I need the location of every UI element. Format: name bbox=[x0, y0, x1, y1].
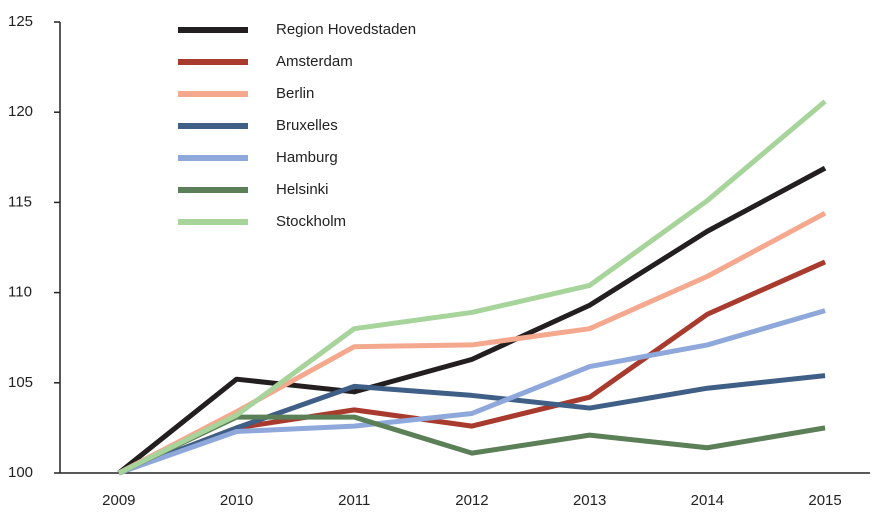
series-line bbox=[117, 373, 826, 476]
legend-label: Amsterdam bbox=[276, 53, 353, 70]
legend-label: Hamburg bbox=[276, 149, 338, 166]
y-tick-label: 120 bbox=[8, 103, 33, 120]
series-line bbox=[117, 259, 827, 476]
y-tick-label: 125 bbox=[8, 13, 33, 30]
x-tick-label: 2014 bbox=[691, 492, 724, 509]
legend-label: Berlin bbox=[276, 85, 314, 102]
y-tick-label: 110 bbox=[8, 284, 32, 301]
series-line bbox=[117, 165, 827, 475]
series-line bbox=[118, 308, 826, 476]
legend-label: Bruxelles bbox=[276, 117, 338, 134]
x-tick-label: 2012 bbox=[455, 492, 488, 509]
series-line bbox=[117, 99, 827, 476]
legend-label: Region Hovedstaden bbox=[276, 21, 416, 38]
x-tick-label: 2009 bbox=[102, 492, 135, 509]
x-tick-label: 2010 bbox=[220, 492, 253, 509]
x-tick-label: 2011 bbox=[338, 492, 370, 509]
series-line bbox=[117, 211, 827, 476]
y-tick-label: 115 bbox=[8, 193, 32, 210]
x-tick-label: 2013 bbox=[573, 492, 606, 509]
legend-label: Helsinki bbox=[276, 181, 329, 198]
y-tick-label: 105 bbox=[8, 374, 33, 391]
y-tick-label: 100 bbox=[8, 464, 33, 481]
legend-label: Stockholm bbox=[276, 213, 346, 230]
x-tick-label: 2015 bbox=[808, 492, 841, 509]
